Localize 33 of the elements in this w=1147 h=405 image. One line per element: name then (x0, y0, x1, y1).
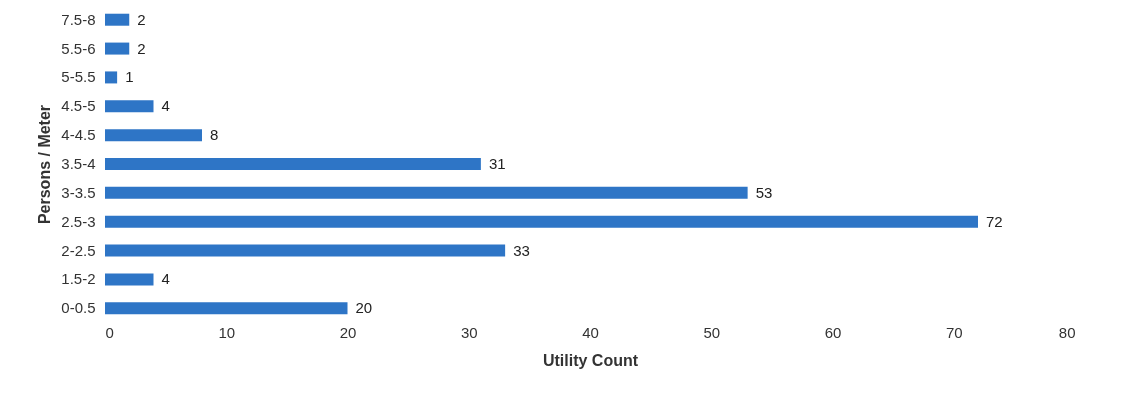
y-tick-label: 4-4.5 (61, 126, 96, 144)
data-label: 8 (210, 126, 219, 144)
data-label: 4 (161, 270, 170, 288)
data-label: 1 (125, 68, 134, 86)
x-tick-label: 40 (582, 323, 599, 341)
x-tick-label: 60 (824, 323, 842, 341)
data-label: 2 (137, 39, 146, 57)
data-label: 2 (137, 10, 146, 28)
data-label: 53 (755, 183, 773, 201)
data-label: 31 (488, 155, 506, 172)
x-tick-label: 20 (339, 323, 357, 341)
y-tick-label: 3-3.5 (61, 183, 96, 201)
data-label: 20 (355, 299, 373, 317)
x-tick-label: 30 (460, 323, 478, 341)
x-tick-label: 50 (703, 323, 721, 341)
y-axis-title: Persons / Meter (36, 104, 54, 225)
x-tick-label: 10 (218, 323, 236, 341)
y-tick-label: 5.5-6 (61, 39, 96, 57)
x-tick-label: 70 (945, 323, 963, 341)
data-label: 33 (513, 241, 530, 259)
y-tick-label: 2.5-3 (61, 212, 96, 230)
data-label: 72 (986, 212, 1003, 230)
x-tick-label: 0 (105, 323, 114, 341)
y-tick-label: 0-0.5 (61, 299, 96, 317)
y-tick-label: 4.5-5 (61, 97, 96, 115)
x-tick-label: 80 (1058, 323, 1076, 341)
y-tick-label: 1.5-2 (61, 270, 96, 288)
data-label: 4 (161, 97, 170, 115)
y-tick-label: 5-5.5 (61, 68, 96, 86)
x-axis-title: Utility Count (542, 351, 639, 369)
y-tick-label: 7.5-8 (61, 10, 96, 28)
y-tick-label: 3.5-4 (61, 155, 96, 172)
y-tick-label: 2-2.5 (61, 241, 96, 259)
